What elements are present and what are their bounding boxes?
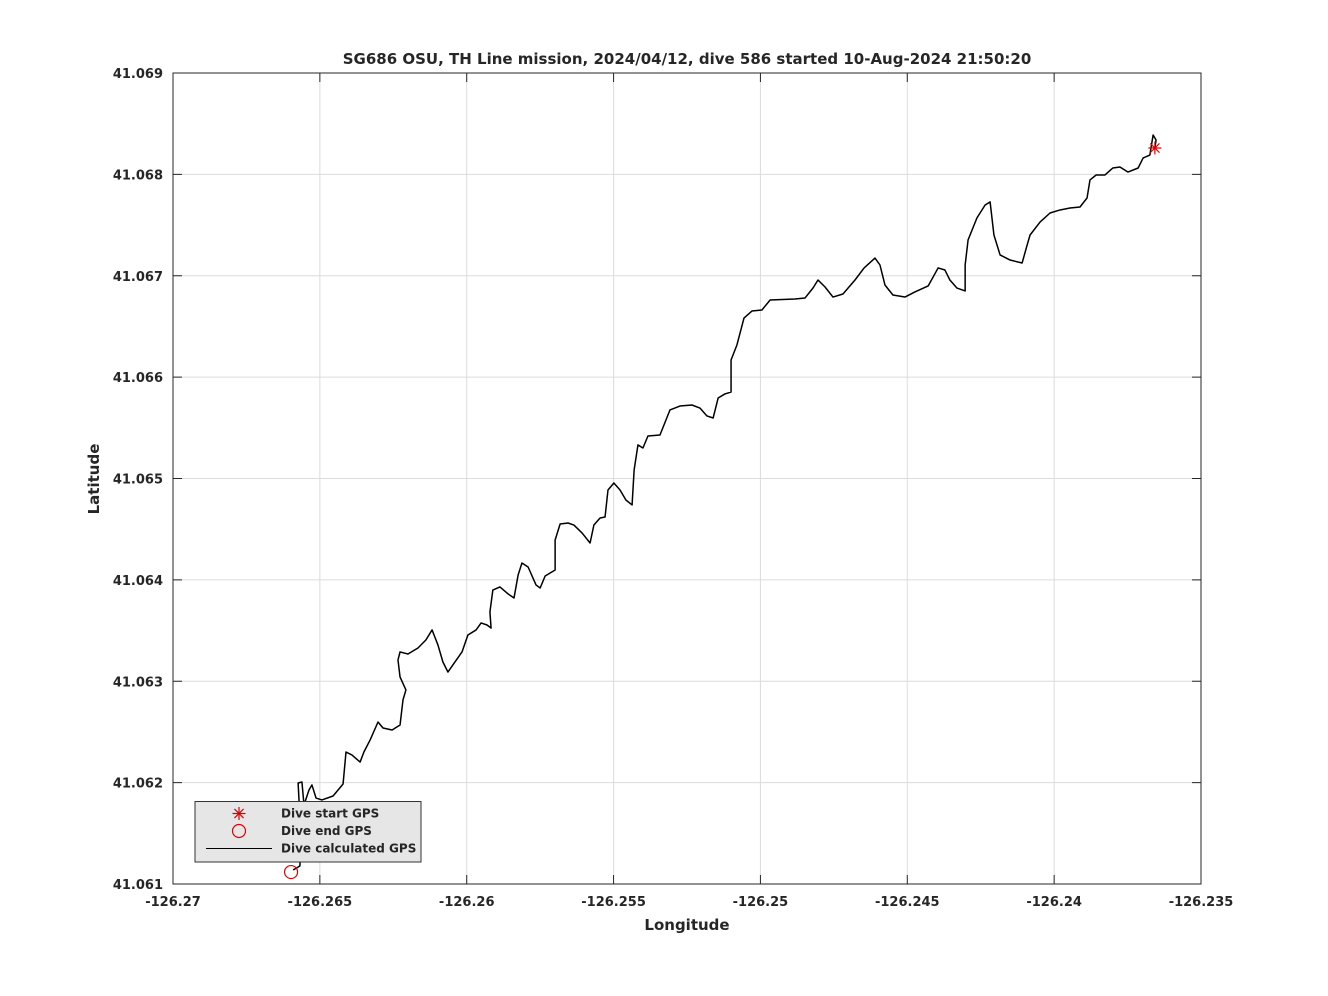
y-tick-label: 41.069 bbox=[113, 67, 163, 82]
x-tick-label: -126.265 bbox=[288, 895, 353, 910]
marks bbox=[283, 134, 1162, 880]
legend-symbol bbox=[231, 823, 247, 839]
x-tick-label: -126.245 bbox=[875, 895, 940, 910]
y-axis-label: Latitude bbox=[85, 444, 103, 515]
asterisk-marker bbox=[1148, 141, 1162, 155]
x-tick-label: -126.255 bbox=[581, 895, 646, 910]
y-tick-label: 41.061 bbox=[113, 878, 163, 893]
y-tick-label: 41.062 bbox=[113, 777, 163, 792]
x-tick-label: -126.25 bbox=[733, 895, 789, 910]
y-tick-label: 41.068 bbox=[113, 168, 163, 183]
y-tick-label: 41.063 bbox=[113, 675, 163, 690]
x-tick-label: -126.26 bbox=[439, 895, 495, 910]
ticks: -126.27 -126.265 -126.26 -126.255 -126.25 -12… bbox=[113, 67, 1233, 910]
y-tick-label: 41.064 bbox=[113, 574, 163, 589]
x-axis-label: Longitude bbox=[644, 916, 729, 934]
legend-label: Dive calculated GPS bbox=[281, 842, 416, 856]
legend-label: Dive end GPS bbox=[281, 824, 372, 838]
legend-symbol bbox=[232, 807, 246, 820]
y-tick-label: 41.066 bbox=[113, 371, 163, 386]
x-tick-label: -126.235 bbox=[1169, 895, 1234, 910]
circle-marker bbox=[283, 864, 299, 880]
legend: Dive start GPS Dive end GPS Dive calculate… bbox=[194, 801, 422, 863]
y-tick-label: 41.065 bbox=[113, 473, 163, 488]
y-tick-label: 41.067 bbox=[113, 270, 163, 285]
x-tick-label: -126.27 bbox=[145, 895, 201, 910]
x-tick-label: -126.24 bbox=[1026, 895, 1082, 910]
track-line bbox=[292, 134, 1157, 871]
chart-title: SG686 OSU, TH Line mission, 2024/04/12, … bbox=[343, 50, 1032, 68]
legend-label: Dive start GPS bbox=[281, 807, 379, 821]
